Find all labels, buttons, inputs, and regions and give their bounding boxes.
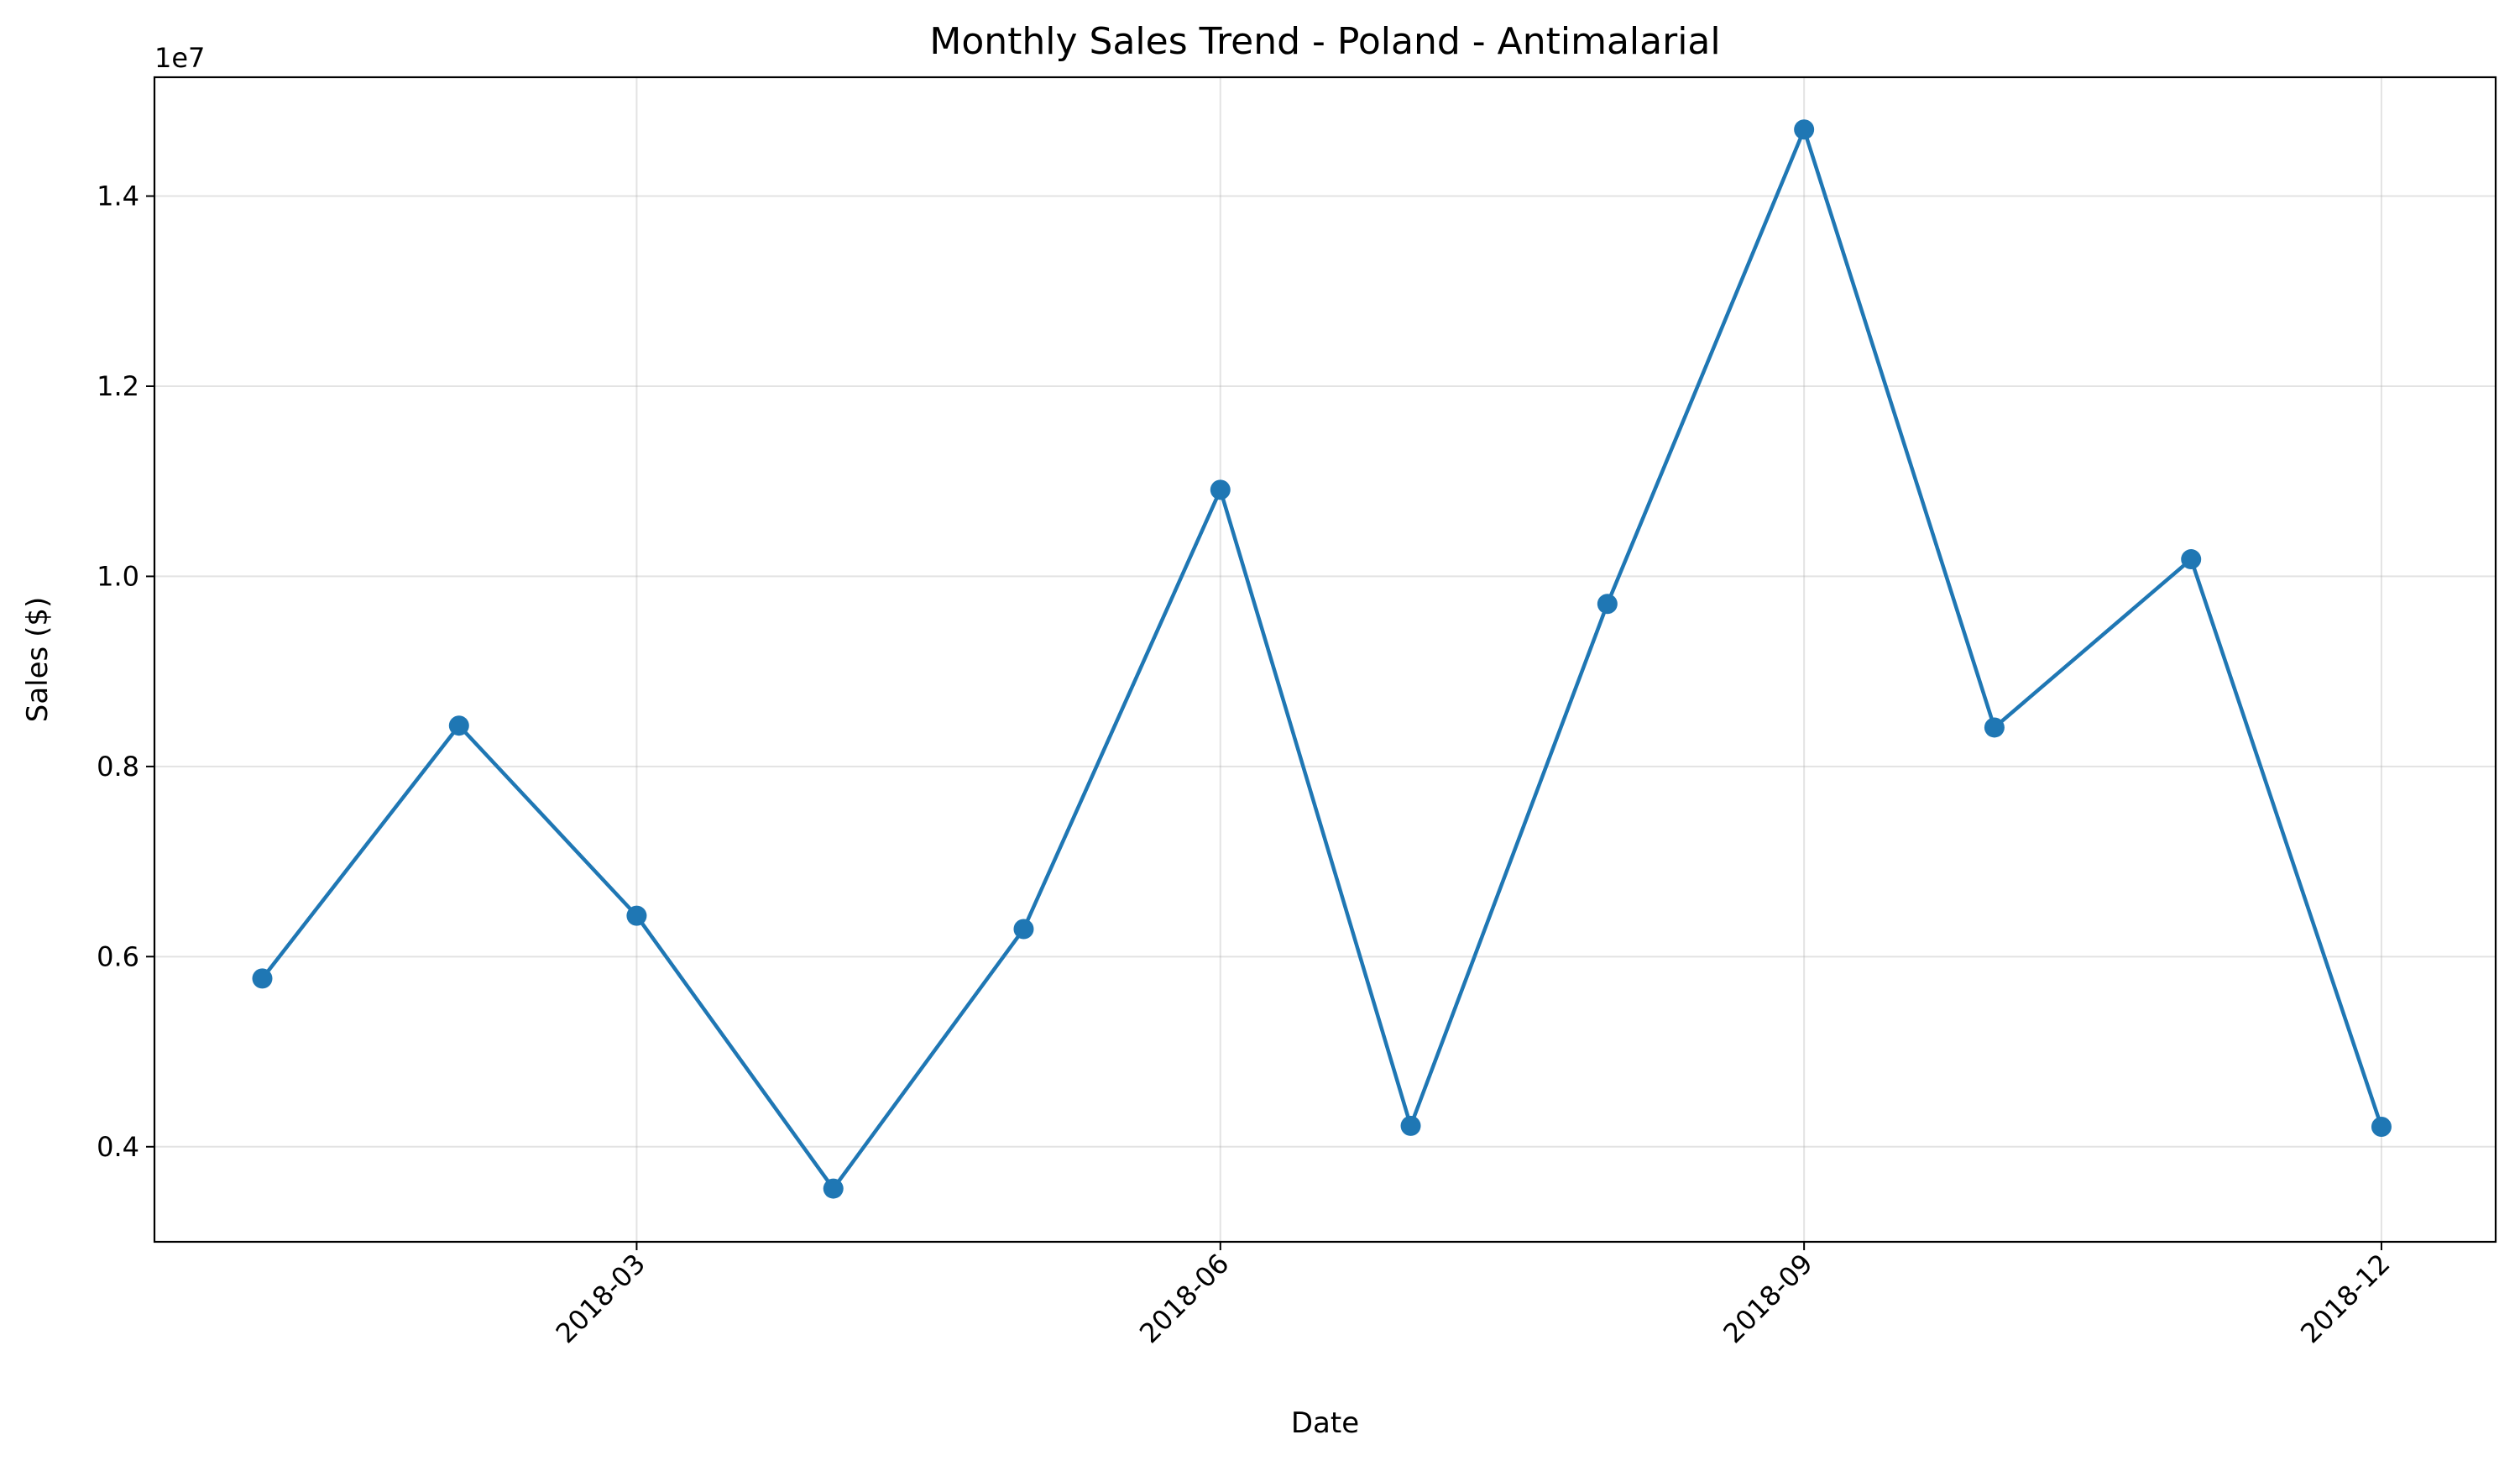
y-tick-label: 0.6 [97,940,139,972]
y-tick-label: 0.8 [97,751,139,783]
data-point [1013,919,1034,940]
chart-title: Monthly Sales Trend - Poland - Antimalar… [929,20,1720,63]
y-tick-label: 1.4 [97,181,139,212]
data-point [626,905,647,926]
y-axis-title: Sales ($) [21,597,55,722]
x-axis-title: Date [1291,1406,1359,1440]
data-point [1597,594,1618,615]
y-axis-offset-label: 1e7 [154,42,205,74]
data-point [823,1178,844,1199]
data-point [1794,119,1815,140]
data-point [2371,1116,2392,1137]
data-point [1210,479,1231,500]
y-tick-label: 0.4 [97,1131,139,1163]
data-point [448,715,469,736]
data-point [1984,717,2005,738]
y-tick-label: 1.0 [97,560,139,592]
data-point [1400,1115,1421,1136]
grid-lines [154,77,2496,1242]
data-series [252,119,2392,1199]
data-point [252,968,273,989]
series-line [260,123,2384,1192]
data-point [2181,549,2202,570]
y-tick-label: 1.2 [97,370,139,402]
plot-frame [153,76,2497,1243]
